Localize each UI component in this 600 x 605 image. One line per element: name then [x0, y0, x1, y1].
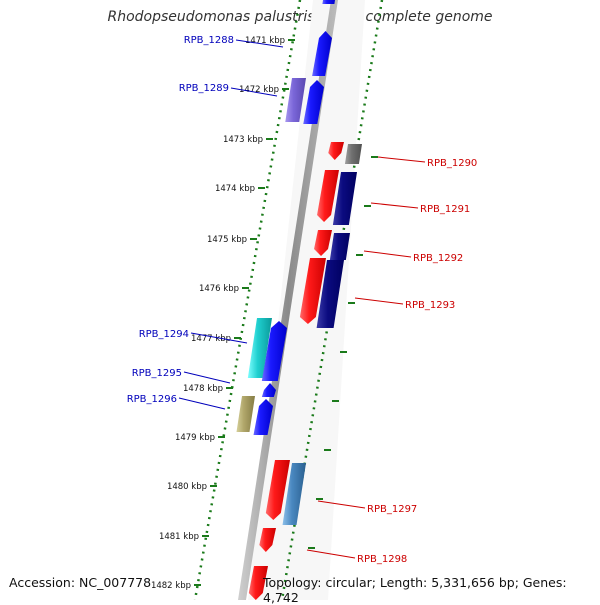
gene-feature-rpb-1292a — [314, 230, 332, 256]
gene-feature-rpb-1293a — [299, 258, 326, 324]
scale-tick-label: 1477 kbp — [191, 334, 231, 344]
scale-tick-label: 1480 kbp — [167, 482, 207, 492]
scale-tick-label: 1479 kbp — [175, 433, 215, 443]
gene-feature-rpb-1293b — [316, 260, 344, 328]
accession-text: Accession: NC_007778 — [9, 575, 152, 590]
map-title: Rhodopseudomonas palustris HaA2, complet… — [107, 9, 493, 25]
scale-tick-label: 1482 kbp — [151, 581, 191, 591]
gene-feature-rpb-1295 — [261, 383, 276, 397]
scale-tick-label: 1476 kbp — [199, 284, 239, 294]
gene-label-leader-line — [190, 332, 248, 344]
gene-feature-bottom-cut — [248, 566, 268, 600]
gene-feature-rpb-1289a — [285, 78, 306, 122]
gene-label[interactable]: RPB_1294 — [139, 329, 189, 340]
gene-label-leader-line — [363, 250, 412, 258]
gene-label[interactable]: RPB_1292 — [413, 253, 463, 264]
genome-summary-text: Topology: circular; Length: 5,331,656 bp… — [263, 575, 567, 605]
gene-label[interactable]: RPB_1296 — [127, 394, 177, 405]
gene-feature-rpb-1291b — [332, 172, 357, 225]
gene-label-leader-line — [183, 371, 231, 384]
gene-label-leader-line — [235, 39, 284, 48]
right-track-ticks — [308, 156, 378, 549]
scale-tick-label: 1474 kbp — [215, 184, 255, 194]
gene-label-leader-line — [230, 87, 278, 97]
gene-label-leader-line — [354, 297, 404, 305]
scale-tick-label: 1473 kbp — [223, 135, 263, 145]
gene-feature-rpb-1288 — [312, 31, 332, 76]
scale-ticks: 1471 kbp 1472 kbp 1473 kbp 1474 kbp 1475 kbp… — [151, 36, 295, 591]
gene-feature-rpb-1294a — [247, 318, 272, 378]
gene-label[interactable]: RPB_1297 — [367, 504, 417, 515]
gene-labels: RPB_1288 RPB_1289 RPB_1290 RPB_1291 RPB_1292… — [127, 35, 478, 565]
gene-feature-top-cut — [322, 0, 335, 4]
scale-tick-label: 1472 kbp — [239, 85, 279, 95]
gene-feature-rpb-1297b — [282, 463, 306, 525]
gene-label[interactable]: RPB_1293 — [405, 300, 455, 311]
gene-label-leader-line — [377, 156, 426, 163]
gene-feature-rpb-1292b — [329, 233, 350, 260]
gene-features — [236, 0, 362, 600]
gene-label[interactable]: RPB_1289 — [179, 83, 229, 94]
gene-feature-rpb-1296a — [236, 396, 255, 432]
gene-feature-rpb-1298 — [259, 528, 276, 552]
gene-feature-rpb-1291a — [317, 170, 339, 222]
gene-label-leader-line — [370, 202, 419, 209]
scale-tick-label: 1475 kbp — [207, 235, 247, 245]
scale-tick-label: 1481 kbp — [159, 532, 199, 542]
gene-feature-rpb-1294b — [261, 321, 287, 381]
scale-tick-label: 1471 kbp — [245, 36, 285, 46]
gene-feature-rpb-1290a — [328, 142, 344, 160]
gene-feature-rpb-1296b — [253, 399, 273, 435]
gene-label-leader-line — [178, 397, 226, 410]
genome-backbone — [238, 0, 338, 600]
gene-label[interactable]: RPB_1298 — [357, 554, 407, 565]
gene-feature-rpb-1289b — [303, 80, 324, 124]
gene-label-leader-line — [317, 500, 366, 509]
gene-label[interactable]: RPB_1291 — [420, 204, 470, 215]
scale-tick-label: 1478 kbp — [183, 384, 223, 394]
gene-feature-rpb-1297a — [265, 460, 290, 520]
gene-label[interactable]: RPB_1288 — [184, 35, 234, 46]
gene-feature-rpb-1290b — [344, 144, 362, 164]
gene-label[interactable]: RPB_1295 — [132, 368, 182, 379]
gene-label-leader-line — [306, 549, 356, 559]
gene-label[interactable]: RPB_1290 — [427, 158, 477, 169]
